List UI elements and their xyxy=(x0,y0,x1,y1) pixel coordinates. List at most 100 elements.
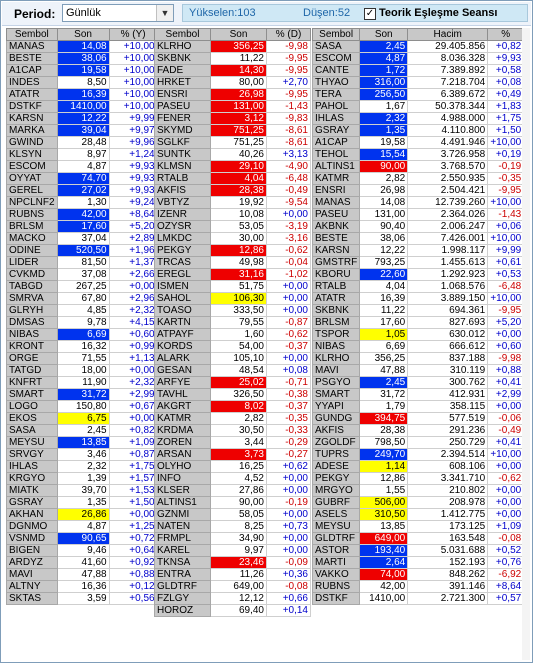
losers-header-1[interactable]: Son xyxy=(210,28,267,41)
table-row[interactable]: GEREL 27,02 +9,93 xyxy=(6,184,158,197)
table-row[interactable]: THYAO 316,00 7.218.704 +0,08 xyxy=(311,76,525,89)
table-row[interactable]: VAKKO 74,00 848.262 -6,92 xyxy=(311,568,525,581)
chevron-down-icon[interactable]: ▼ xyxy=(156,5,173,21)
table-row[interactable]: TOASO 333,50 +0,00 xyxy=(154,304,311,317)
gainers-header-2[interactable]: % (Y) xyxy=(108,28,158,41)
table-row[interactable]: KLRHO 356,25 837.188 -9,98 xyxy=(311,352,525,365)
period-select[interactable]: Günlük ▼ xyxy=(62,4,174,22)
table-row[interactable]: PAHOL 1,67 50.378.344 +1,83 xyxy=(311,100,525,113)
table-row[interactable]: ARSAN 3,73 -0,27 xyxy=(154,448,311,461)
table-row[interactable]: SKBNK 11,22 -9,95 xyxy=(154,52,311,65)
table-row[interactable]: ASELS 310,50 1.412.775 +0,00 xyxy=(311,508,525,521)
table-row[interactable]: AKHAN 26,86 +0,00 xyxy=(6,508,158,521)
table-row[interactable]: AKBNK 90,40 2.006.247 +0,06 xyxy=(311,220,525,233)
table-row[interactable]: SKBNK 11,22 694.361 -9,95 xyxy=(311,304,525,317)
table-row[interactable]: KRONT 16,32 +0,99 xyxy=(6,340,158,353)
volume-header-3[interactable]: % xyxy=(487,28,525,41)
table-row[interactable]: TSPOR 1,05 630.012 +0,00 xyxy=(311,328,525,341)
table-row[interactable]: KLSYN 8,97 +1,24 xyxy=(6,148,158,161)
table-row[interactable]: AKFIS 28,38 -0,49 xyxy=(154,184,311,197)
table-row[interactable]: DSTKF 1410,00 +10,00 xyxy=(6,100,158,113)
table-row[interactable]: OYYAT 74,70 +9,93 xyxy=(6,172,158,185)
table-row[interactable]: GLDTRF 649,00 -0,08 xyxy=(154,580,311,593)
table-row[interactable]: ISMEN 51,75 +0,00 xyxy=(154,280,311,293)
table-row[interactable]: BESTE 38,06 7.426.001 +10,00 xyxy=(311,232,525,245)
table-row[interactable]: ARDYZ 41,60 +0,92 xyxy=(6,556,158,569)
table-row[interactable]: SASA 2,45 +0,82 xyxy=(6,424,158,437)
losers-header-2[interactable]: % (D) xyxy=(266,28,311,41)
table-row[interactable]: ATPAYF 1,60 -0,62 xyxy=(154,328,311,341)
table-row[interactable]: SKYMD 751,25 -8,61 xyxy=(154,124,311,137)
table-row[interactable]: LOGO 150,80 +0,67 xyxy=(6,400,158,413)
table-row[interactable]: RTALB 4,04 1.068.576 -6,48 xyxy=(311,280,525,293)
table-row[interactable]: EREGL 31,16 -1,02 xyxy=(154,268,311,281)
table-row[interactable]: SRVGY 3,46 +0,87 xyxy=(6,448,158,461)
table-row[interactable]: MIATK 39,70 +1,53 xyxy=(6,484,158,497)
table-row[interactable]: MRGYO 1,55 210.802 +0,00 xyxy=(311,484,525,497)
table-row[interactable]: A1CAP 19,58 +10,00 xyxy=(6,64,158,77)
table-row[interactable]: TEHOL 15,54 3.726.958 +0,19 xyxy=(311,148,525,161)
table-row[interactable]: SGLKF 751,25 -8,61 xyxy=(154,136,311,149)
table-row[interactable]: TERA 256,50 6.389.672 +0,49 xyxy=(311,88,525,101)
table-row[interactable]: ALARK 105,10 +0,00 xyxy=(154,352,311,365)
table-row[interactable]: RUBNS 42,00 391.146 +8,64 xyxy=(311,580,525,593)
table-row[interactable]: HRKET 80,00 +2,70 xyxy=(154,76,311,89)
table-row[interactable]: GLDTRF 649,00 163.548 -0,08 xyxy=(311,532,525,545)
table-row[interactable]: PSGYO 2,45 300.762 +0,41 xyxy=(311,376,525,389)
table-row[interactable]: A1CAP 19,58 4.491.946 +10,00 xyxy=(311,136,525,149)
table-row[interactable]: IZENR 10,08 +0,00 xyxy=(154,208,311,221)
table-row[interactable]: ENSRI 26,98 2.504.421 -9,95 xyxy=(311,184,525,197)
theoretical-checkbox[interactable]: ✓ xyxy=(364,8,376,20)
losers-header-0[interactable]: Sembol xyxy=(154,28,211,41)
table-row[interactable]: GESAN 48,54 +0,08 xyxy=(154,364,311,377)
table-row[interactable]: EKOS 6,75 +0,00 xyxy=(6,412,158,425)
table-row[interactable]: RUBNS 42,00 +8,64 xyxy=(6,208,158,221)
table-row[interactable]: ORGE 71,55 +1,13 xyxy=(6,352,158,365)
table-row[interactable]: NATEN 8,25 +0,73 xyxy=(154,520,311,533)
table-row[interactable]: MACKO 37,04 +2,89 xyxy=(6,232,158,245)
volume-header-2[interactable]: Hacim xyxy=(407,28,489,41)
table-row[interactable]: ODINE 520,50 +1,96 xyxy=(6,244,158,257)
table-row[interactable]: ZOREN 3,44 -0,29 xyxy=(154,436,311,449)
table-row[interactable]: FENER 3,12 -9,83 xyxy=(154,112,311,125)
table-row[interactable]: KLRHO 356,25 -9,98 xyxy=(154,40,311,53)
table-row[interactable]: KARSN 12,22 1.998.117 +9,99 xyxy=(311,244,525,257)
table-row[interactable]: OZYSR 53,05 -3,19 xyxy=(154,220,311,233)
table-row[interactable]: NIBAS 6,69 +0,60 xyxy=(6,328,158,341)
table-row[interactable]: KARTN 79,55 -0,87 xyxy=(154,316,311,329)
table-row[interactable]: LMKDC 30,00 -3,16 xyxy=(154,232,311,245)
table-row[interactable]: KNFRT 11,90 +2,32 xyxy=(6,376,158,389)
table-row[interactable]: GUBRF 506,00 208.978 +0,00 xyxy=(311,496,525,509)
table-row[interactable]: CVKMD 37,08 +2,66 xyxy=(6,268,158,281)
table-row[interactable]: INDES 8,50 +10,00 xyxy=(6,76,158,89)
table-row[interactable]: YYAPI 1,79 358.115 +0,00 xyxy=(311,400,525,413)
table-row[interactable]: DMSAS 9,78 +4,15 xyxy=(6,316,158,329)
table-row[interactable]: GWIND 28,48 +9,96 xyxy=(6,136,158,149)
table-row[interactable]: NPCLNF2 1,30 +9,24 xyxy=(6,196,158,209)
table-row[interactable]: SMRVA 67,80 +2,96 xyxy=(6,292,158,305)
table-row[interactable]: PASEU 131,00 -1,43 xyxy=(154,100,311,113)
table-row[interactable]: KATMR 2,82 2.550.935 -0,35 xyxy=(311,172,525,185)
table-row[interactable]: SAHOL 106,30 +0,00 xyxy=(154,292,311,305)
table-row[interactable]: ENTRA 11,26 +0,36 xyxy=(154,568,311,581)
table-row[interactable]: VSNMD 90,65 +0,72 xyxy=(6,532,158,545)
gainers-header-1[interactable]: Son xyxy=(56,28,110,41)
table-row[interactable]: ALTNY 16,36 +0,12 xyxy=(6,580,158,593)
table-row[interactable]: ARFYE 25,02 -0,71 xyxy=(154,376,311,389)
table-row[interactable]: KARSN 12,22 +9,99 xyxy=(6,112,158,125)
table-row[interactable]: MAVI 47,88 +0,88 xyxy=(6,568,158,581)
table-row[interactable]: FADE 14,30 -9,95 xyxy=(154,64,311,77)
table-row[interactable]: GLRYH 4,85 +2,32 xyxy=(6,304,158,317)
table-row[interactable]: VBTYZ 19,92 -9,54 xyxy=(154,196,311,209)
table-row[interactable]: GSRAY 1,35 +1,50 xyxy=(6,496,158,509)
table-row[interactable]: ESCOM 4,87 8.036.328 +9,93 xyxy=(311,52,525,65)
table-row[interactable]: TABGD 267,25 +0,00 xyxy=(6,280,158,293)
table-row[interactable]: SUNTK 40,26 +3,13 xyxy=(154,148,311,161)
table-row[interactable]: BIGEN 9,46 +0,64 xyxy=(6,544,158,557)
table-row[interactable]: MEYSU 13,85 +1,09 xyxy=(6,436,158,449)
table-row[interactable]: SASA 2,45 29.405.856 +0,82 xyxy=(311,40,525,53)
table-row[interactable]: NIBAS 6,69 666.612 +0,60 xyxy=(311,340,525,353)
table-row[interactable]: TRCAS 49,98 -0,04 xyxy=(154,256,311,269)
table-row[interactable]: ATATR 16,39 +10,00 xyxy=(6,88,158,101)
volume-header-0[interactable]: Sembol xyxy=(311,28,361,41)
